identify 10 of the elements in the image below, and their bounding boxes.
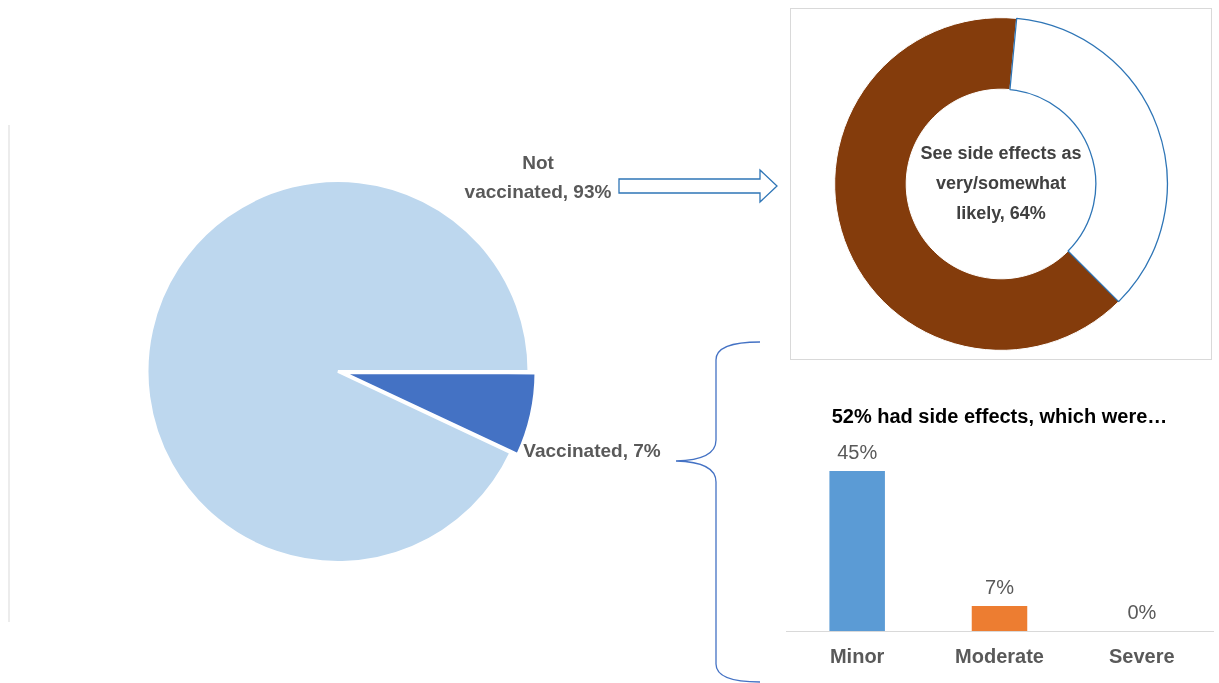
chart-title: 52% had side effects, which were… (831, 404, 1168, 427)
x-tick-label: Moderate (955, 644, 1044, 667)
data-label: 7% (985, 575, 1015, 598)
x-tick-label: Severe (1109, 644, 1175, 667)
data-label: 0% (1127, 600, 1157, 623)
x-tick-label: Minor (829, 644, 885, 667)
slice-label: See side effects as very/somewhat likely, 64% (920, 142, 1082, 223)
data-label: 45% (837, 440, 878, 463)
slice-label: Vaccinated, 7% (523, 440, 661, 462)
slice-label: Not vaccinated, 93% (464, 151, 612, 202)
